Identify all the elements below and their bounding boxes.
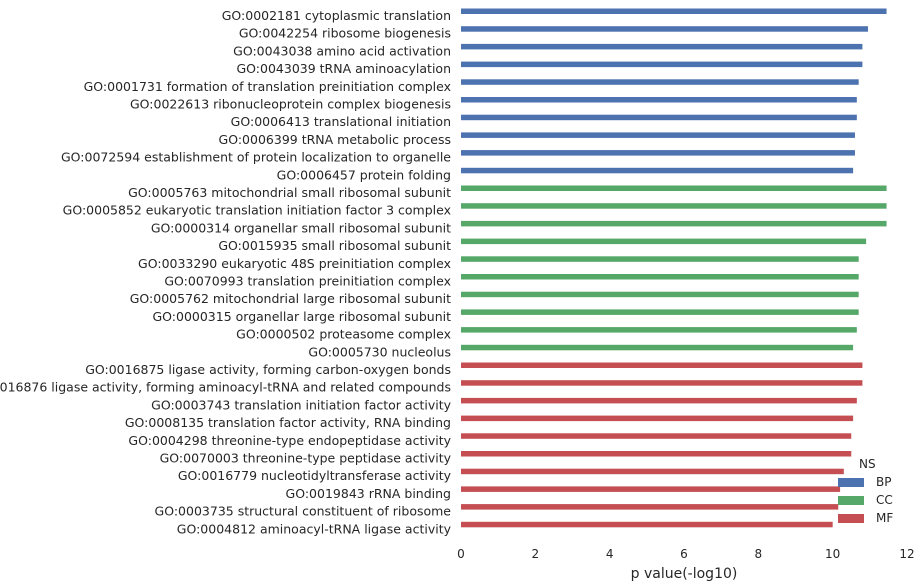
bar — [461, 203, 887, 209]
bar — [461, 256, 859, 262]
x-tick-label: 2 — [532, 547, 540, 561]
legend-items: BP CC MF — [838, 473, 893, 527]
bar — [461, 185, 887, 191]
category-label: GO:0016876 ligase activity, forming amin… — [0, 380, 451, 395]
bar — [461, 43, 863, 50]
bar — [461, 79, 859, 85]
bar — [461, 220, 887, 227]
category-labels-group: GO:0002181 cytoplasmic translation GO:004… — [0, 8, 452, 536]
bar — [461, 433, 852, 439]
category-label: GO:0016779 nucleotidyltransferase activi… — [178, 468, 452, 483]
category-label: GO:0005762 mitochondrial large ribosomal… — [130, 291, 451, 306]
category-label: GO:0015935 small ribosomal subunit — [218, 238, 451, 253]
bar — [461, 26, 868, 32]
category-label: GO:0072594 establishment of protein loca… — [61, 150, 451, 165]
x-tick-label: 0 — [457, 547, 465, 561]
category-label: GO:0043039 tRNA aminoacylation — [236, 61, 451, 76]
category-label: GO:0033290 eukaryotic 48S preinitiation … — [138, 256, 451, 271]
bar — [461, 150, 855, 156]
bar — [461, 468, 844, 475]
x-tick-label: 6 — [680, 547, 688, 561]
bar — [461, 504, 839, 510]
x-tick-label: 10 — [825, 547, 840, 561]
bar — [461, 274, 859, 280]
legend: NS BP CC MF — [838, 455, 893, 527]
legend-swatch — [838, 477, 864, 487]
bar — [461, 486, 841, 492]
bar — [461, 8, 887, 14]
legend-label: BP — [876, 475, 892, 489]
category-label: GO:0005852 eukaryotic translation initia… — [63, 203, 451, 218]
category-label: GO:0042254 ribosome biogenesis — [239, 26, 451, 41]
category-label: GO:0006413 translational initiation — [231, 114, 451, 129]
category-label: GO:0008135 translation factor activity, … — [125, 415, 451, 430]
bar — [461, 327, 857, 333]
bar — [461, 97, 857, 103]
legend-title: NS — [859, 457, 876, 471]
category-label: GO:0002181 cytoplasmic translation — [222, 8, 451, 23]
x-axis-label: p value(-log10) — [631, 566, 738, 582]
category-label: GO:0003735 structural constituent of rib… — [155, 504, 452, 519]
bar — [461, 362, 863, 368]
category-label: GO:0001731 formation of translation prei… — [84, 79, 451, 94]
bar — [461, 61, 863, 68]
bar — [461, 344, 854, 351]
bar — [461, 451, 852, 457]
category-label: GO:0070993 translation preinitiation com… — [164, 274, 451, 289]
legend-item: CC — [838, 491, 893, 509]
category-label: GO:0003743 translation initiation factor… — [151, 397, 451, 412]
bar — [461, 291, 859, 298]
x-tick-label: 8 — [755, 547, 763, 561]
legend-label: CC — [876, 493, 893, 507]
bar — [461, 397, 857, 404]
x-tick-labels-group: 0 2 4 6 8 10 12 — [457, 547, 914, 561]
bar — [461, 380, 863, 386]
category-label: GO:0006457 protein folding — [277, 167, 451, 182]
legend-swatch — [838, 495, 864, 505]
category-label: GO:0019843 rRNA binding — [286, 486, 451, 501]
category-label: GO:0004298 threonine-type endopeptidase … — [128, 433, 451, 448]
bar — [461, 167, 854, 174]
category-label: GO:0005730 nucleolus — [308, 344, 451, 359]
bar — [461, 114, 857, 121]
category-label: GO:0043038 amino acid activation — [233, 43, 451, 58]
bar — [461, 132, 855, 138]
bar — [461, 415, 854, 422]
bars-group — [461, 8, 887, 528]
bar — [461, 309, 859, 315]
category-label: GO:0070003 threonine-type peptidase acti… — [160, 451, 452, 466]
legend-label: MF — [876, 511, 894, 525]
x-tick-label: 4 — [606, 547, 614, 561]
category-label: GO:0000315 organellar large ribosomal su… — [152, 309, 451, 324]
category-label: GO:0000502 proteasome complex — [236, 327, 451, 342]
category-label: GO:0000314 organellar small ribosomal su… — [151, 220, 451, 235]
category-label: GO:0006399 tRNA metabolic process — [219, 132, 451, 147]
category-label: GO:0016875 ligase activity, forming carb… — [85, 362, 451, 377]
legend-item: MF — [838, 509, 893, 527]
bar — [461, 238, 867, 245]
bar — [461, 521, 833, 528]
legend-swatch — [838, 513, 864, 523]
category-label: GO:0004812 aminoacyl-tRNA ligase activit… — [177, 521, 452, 536]
x-tick-label: 12 — [899, 547, 914, 561]
category-label: GO:0022613 ribonucleoprotein complex bio… — [130, 97, 451, 112]
category-label: GO:0005763 mitochondrial small ribosomal… — [128, 185, 451, 200]
legend-item: BP — [838, 473, 893, 491]
